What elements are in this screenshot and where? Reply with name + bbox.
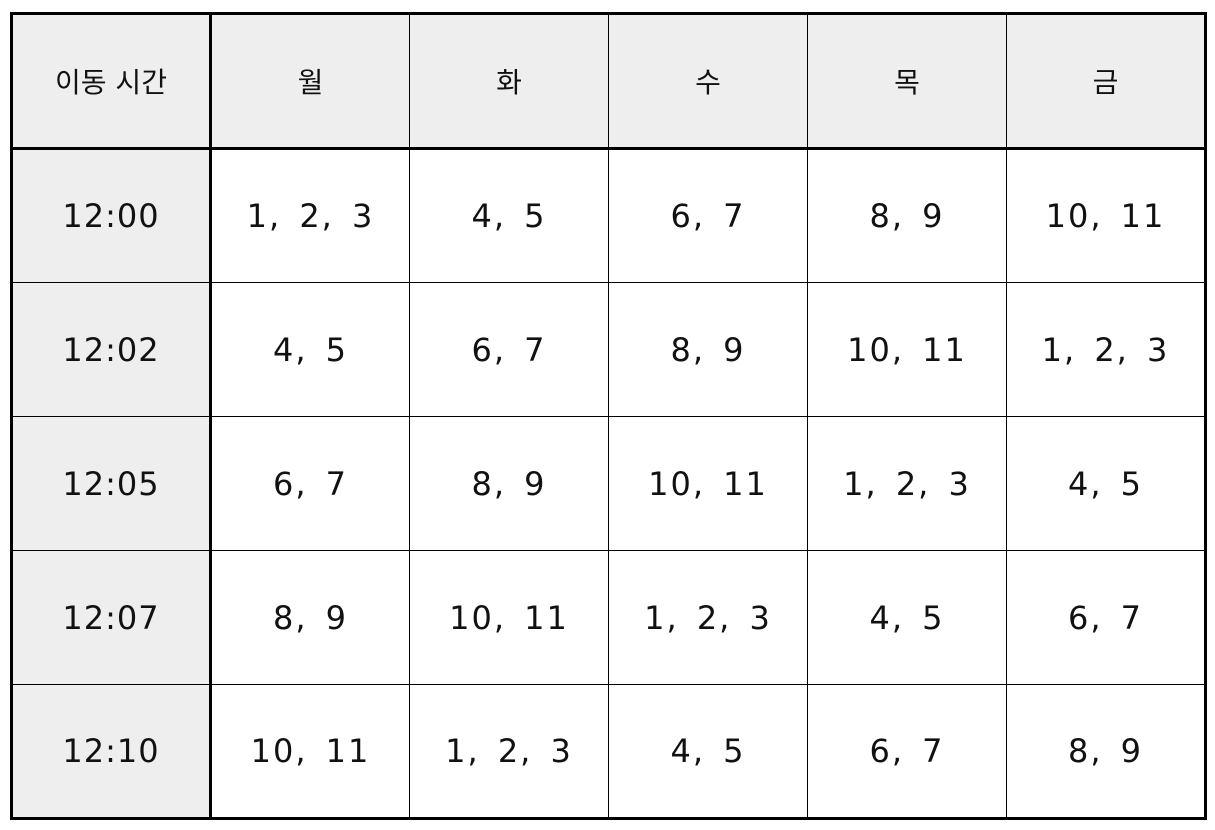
row-time: 12:10 (11, 684, 212, 819)
row-time: 12:07 (11, 550, 212, 685)
row-time: 12:02 (11, 282, 212, 417)
table-row: 12:07 8, 9 10, 11 1, 2, 3 4, 5 6, 7 (11, 550, 1206, 685)
table-cell: 8, 9 (807, 148, 1007, 283)
table-row: 12:05 6, 7 8, 9 10, 11 1, 2, 3 4, 5 (11, 416, 1206, 551)
table-cell: 1, 2, 3 (409, 684, 609, 819)
table-body: 12:00 1, 2, 3 4, 5 6, 7 8, 9 10, 11 12:0… (11, 148, 1206, 819)
header-day-thu: 목 (807, 13, 1007, 150)
header-day-fri: 금 (1006, 13, 1206, 150)
table-cell: 8, 9 (409, 416, 609, 551)
table-row: 12:00 1, 2, 3 4, 5 6, 7 8, 9 10, 11 (11, 148, 1206, 283)
table-cell: 8, 9 (210, 550, 410, 685)
table-cell: 4, 5 (409, 148, 609, 283)
row-time: 12:05 (11, 416, 212, 551)
table-cell: 8, 9 (1006, 684, 1206, 819)
table-cell: 1, 2, 3 (210, 148, 410, 283)
table-cell: 6, 7 (1006, 550, 1206, 685)
table-row: 12:10 10, 11 1, 2, 3 4, 5 6, 7 8, 9 (11, 684, 1206, 819)
header-time-label: 이동 시간 (11, 13, 212, 150)
table-cell: 4, 5 (608, 684, 808, 819)
table-cell: 4, 5 (1006, 416, 1206, 551)
table-cell: 8, 9 (608, 282, 808, 417)
header-day-wed: 수 (608, 13, 808, 150)
header-day-mon: 월 (210, 13, 410, 150)
table-cell: 4, 5 (210, 282, 410, 417)
table-cell: 10, 11 (210, 684, 410, 819)
table-cell: 1, 2, 3 (608, 550, 808, 685)
table-header: 이동 시간 월 화 수 목 금 (11, 13, 1206, 150)
schedule-table: 이동 시간 월 화 수 목 금 12:00 1, 2, 3 4, 5 6, 7 … (10, 12, 1207, 820)
table-cell: 6, 7 (409, 282, 609, 417)
table-cell: 6, 7 (608, 148, 808, 283)
table-cell: 1, 2, 3 (1006, 282, 1206, 417)
table-cell: 6, 7 (807, 684, 1007, 819)
table-cell: 10, 11 (409, 550, 609, 685)
row-time: 12:00 (11, 148, 212, 283)
table-cell: 6, 7 (210, 416, 410, 551)
table-cell: 4, 5 (807, 550, 1007, 685)
header-row: 이동 시간 월 화 수 목 금 (11, 13, 1206, 150)
table-cell: 10, 11 (608, 416, 808, 551)
table-cell: 1, 2, 3 (807, 416, 1007, 551)
table-cell: 10, 11 (807, 282, 1007, 417)
header-day-tue: 화 (409, 13, 609, 150)
table-row: 12:02 4, 5 6, 7 8, 9 10, 11 1, 2, 3 (11, 282, 1206, 417)
table-cell: 10, 11 (1006, 148, 1206, 283)
